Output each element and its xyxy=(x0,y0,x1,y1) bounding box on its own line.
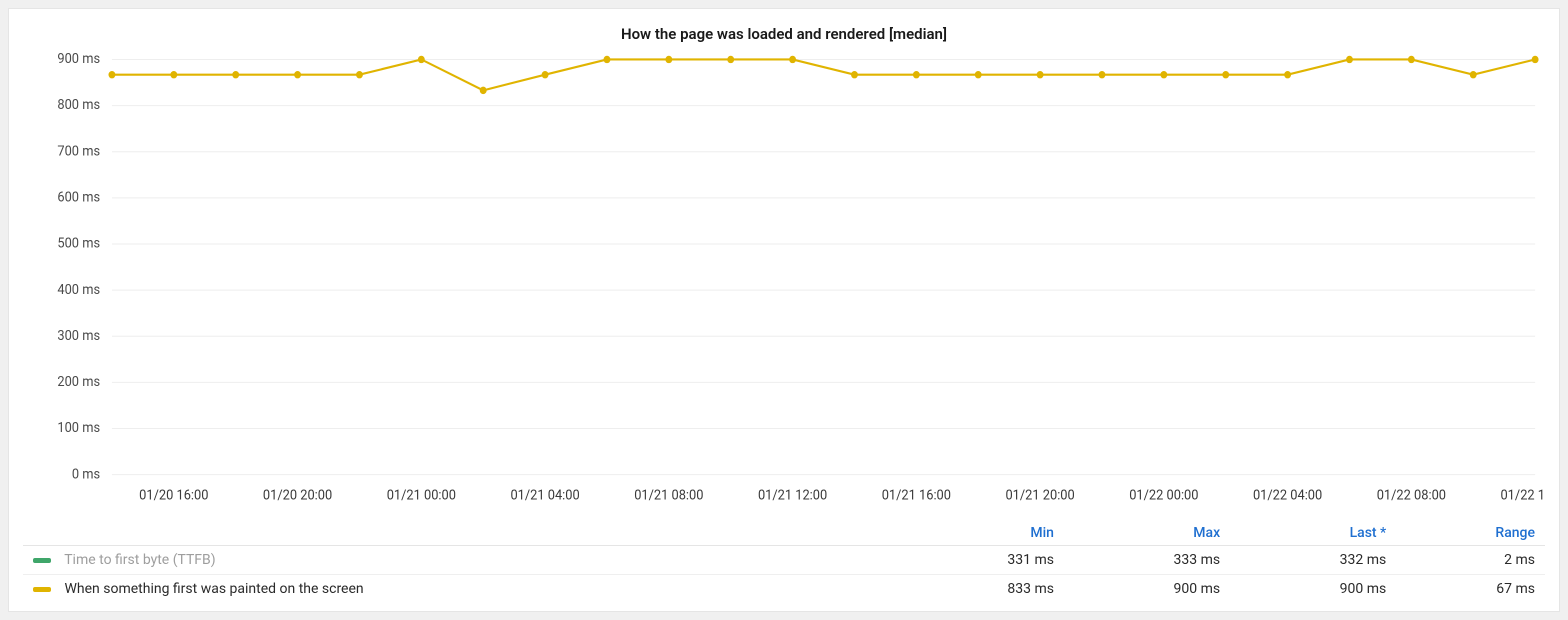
legend-value-last: 900 ms xyxy=(1230,575,1396,604)
svg-text:01/22 00:00: 01/22 00:00 xyxy=(1129,488,1198,504)
svg-text:01/22 12:00: 01/22 12:00 xyxy=(1500,488,1545,504)
svg-text:01/21 00:00: 01/21 00:00 xyxy=(387,488,456,504)
legend-value-range: 2 ms xyxy=(1396,546,1545,575)
svg-text:100 ms: 100 ms xyxy=(57,421,100,437)
legend-value-max: 333 ms xyxy=(1064,546,1230,575)
svg-text:01/22 04:00: 01/22 04:00 xyxy=(1253,488,1322,504)
legend-col-max[interactable]: Max xyxy=(1064,521,1230,546)
legend-series-label: When something first was painted on the … xyxy=(64,581,363,597)
svg-text:01/21 20:00: 01/21 20:00 xyxy=(1005,488,1074,504)
svg-text:700 ms: 700 ms xyxy=(57,144,100,160)
svg-text:300 ms: 300 ms xyxy=(57,329,100,345)
legend-row-ttfb[interactable]: Time to first byte (TTFB) 331 ms 333 ms … xyxy=(23,546,1545,575)
svg-text:600 ms: 600 ms xyxy=(57,190,100,206)
svg-text:01/20 16:00: 01/20 16:00 xyxy=(139,488,208,504)
legend-swatch xyxy=(33,558,51,563)
chart-title: How the page was loaded and rendered [me… xyxy=(23,19,1545,51)
svg-text:01/20 20:00: 01/20 20:00 xyxy=(263,488,332,504)
svg-text:400 ms: 400 ms xyxy=(57,282,100,298)
legend-row-first-paint[interactable]: When something first was painted on the … xyxy=(23,575,1545,604)
svg-text:01/21 16:00: 01/21 16:00 xyxy=(882,488,951,504)
legend-value-min: 833 ms xyxy=(898,575,1064,604)
legend-value-max: 900 ms xyxy=(1064,575,1230,604)
chart-panel: How the page was loaded and rendered [me… xyxy=(8,8,1560,612)
svg-text:01/22 08:00: 01/22 08:00 xyxy=(1377,488,1446,504)
svg-text:200 ms: 200 ms xyxy=(57,375,100,391)
svg-text:800 ms: 800 ms xyxy=(57,98,100,114)
svg-text:01/21 12:00: 01/21 12:00 xyxy=(758,488,827,504)
legend-col-min[interactable]: Min xyxy=(898,521,1064,546)
svg-text:0 ms: 0 ms xyxy=(72,467,100,483)
legend-col-range[interactable]: Range xyxy=(1396,521,1545,546)
legend-header-row: Min Max Last * Range xyxy=(23,521,1545,546)
svg-text:500 ms: 500 ms xyxy=(57,236,100,252)
legend-swatch xyxy=(33,587,51,592)
svg-text:900 ms: 900 ms xyxy=(57,52,100,68)
svg-text:01/21 04:00: 01/21 04:00 xyxy=(510,488,579,504)
svg-text:01/21 08:00: 01/21 08:00 xyxy=(634,488,703,504)
legend-value-min: 331 ms xyxy=(898,546,1064,575)
legend-series-label: Time to first byte (TTFB) xyxy=(64,552,215,568)
legend-value-last: 332 ms xyxy=(1230,546,1396,575)
legend-col-last[interactable]: Last * xyxy=(1230,521,1396,546)
legend-table: Min Max Last * Range Time to first byte … xyxy=(23,521,1545,603)
legend-value-range: 67 ms xyxy=(1396,575,1545,604)
chart-plot-area[interactable]: 0 ms 100 ms 200 ms 300 ms 400 ms 500 ms 600 ms… xyxy=(23,51,1545,517)
